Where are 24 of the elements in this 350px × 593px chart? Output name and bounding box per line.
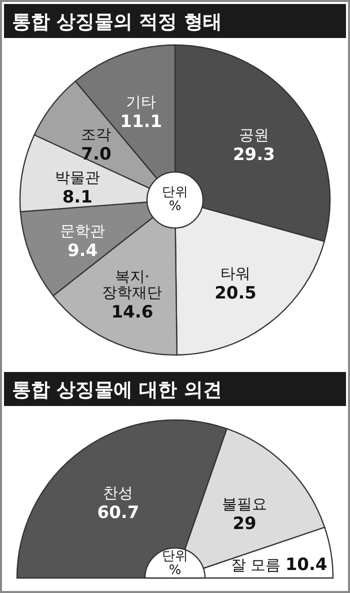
data-label: 8.1	[62, 187, 92, 208]
slice-label: 찬성	[103, 484, 134, 502]
slice-label: 기타	[126, 92, 156, 111]
text: 단위 %	[162, 185, 188, 214]
slice-label: 타워	[220, 264, 251, 283]
slice-label: 문학관	[60, 222, 106, 240]
data-label: 14.6	[111, 302, 154, 322]
slice-label: 공원	[238, 126, 269, 144]
data-label: 20.5	[214, 284, 257, 304]
data-label: 9.4	[67, 240, 98, 261]
data-label: 29.3	[232, 144, 275, 165]
data-label: 11.1	[120, 112, 162, 132]
legend-label: 잘 모름	[230, 556, 286, 574]
data-label: 29	[232, 514, 256, 534]
chart-title: 통합 상징물에 대한 의견	[12, 379, 222, 401]
data-label: 10.4	[285, 554, 328, 575]
slice-label: 불필요	[222, 495, 268, 514]
chart-title: 통합 상징물의 적정 형태	[12, 11, 222, 33]
text: 단위 %	[162, 549, 188, 578]
data-label: 7.0	[81, 144, 112, 165]
slice-label: 박물관	[54, 168, 100, 186]
data-label: 60.7	[97, 503, 140, 524]
slice-label: 복지·장학재단	[102, 267, 162, 302]
slice-label: 조각	[81, 126, 112, 144]
